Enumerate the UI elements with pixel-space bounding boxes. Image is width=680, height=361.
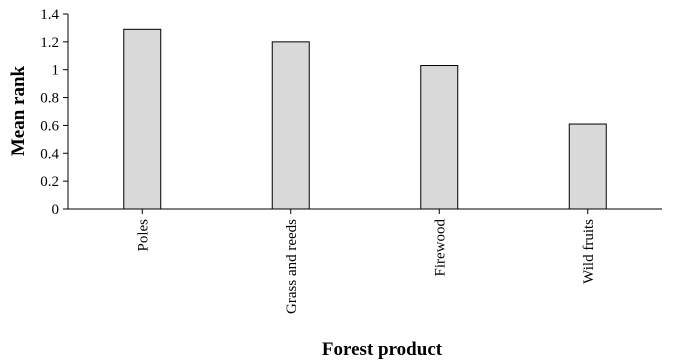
x-tick-label: Wild fruits: [581, 219, 597, 284]
y-tick-label: 0.8: [40, 91, 59, 107]
bar: [420, 65, 459, 210]
bars-group: [123, 28, 607, 210]
y-axis: 0 0.2 0.4 0.6 0.8 1 1.2 1.4: [40, 7, 69, 218]
x-tick-label: Poles: [135, 219, 151, 252]
y-tick-label: 0.2: [40, 174, 59, 190]
bar: [568, 123, 607, 210]
y-tick-label: 1: [52, 63, 60, 79]
bar: [123, 28, 162, 210]
x-axis-title: Forest product: [322, 339, 443, 360]
y-axis-title: Mean rank: [8, 65, 29, 156]
y-tick-label: 1.4: [40, 7, 59, 23]
x-tick-label: Grass and reeds: [284, 219, 300, 314]
y-tick-label: 0.6: [40, 118, 59, 134]
y-tick-label: 0.4: [40, 146, 59, 162]
x-axis: Poles Grass and reeds Firewood Wild fruits: [68, 208, 662, 314]
y-tick-label: 0: [52, 202, 60, 218]
y-tick-label: 1.2: [40, 35, 59, 51]
x-tick-label: Firewood: [432, 219, 448, 277]
bar: [271, 41, 310, 210]
